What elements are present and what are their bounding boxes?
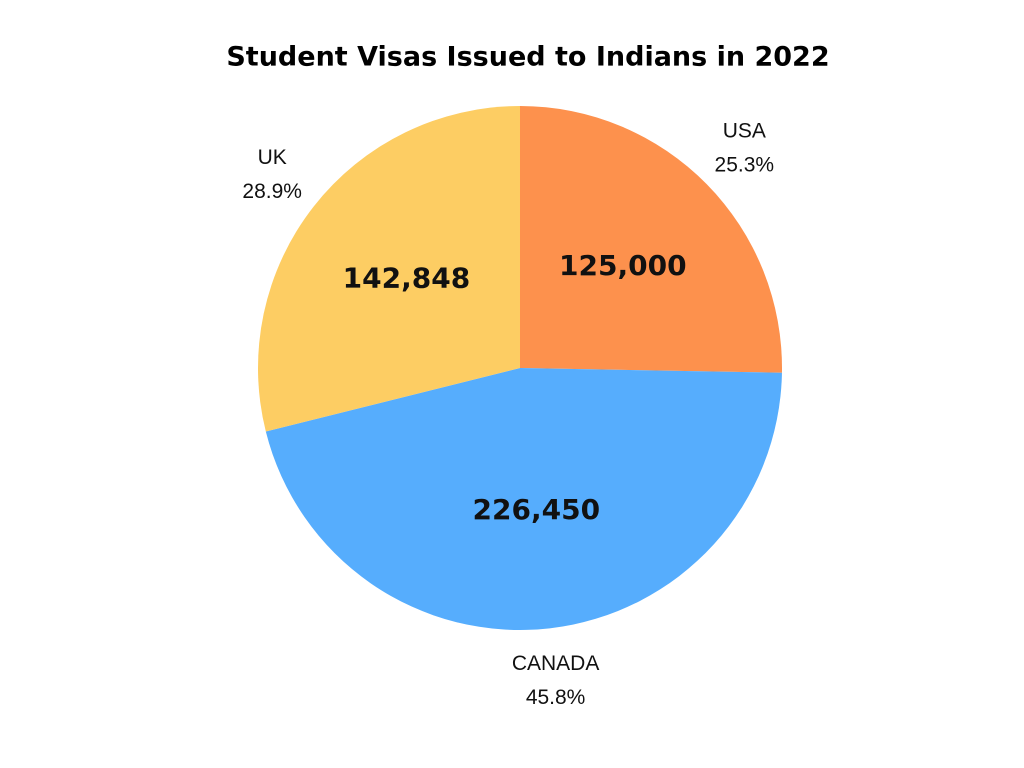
pie-slice (265, 368, 782, 630)
value-label: 226,450 (473, 493, 601, 526)
chart-title: Student Visas Issued to Indians in 2022 (226, 42, 829, 73)
value-label: 142,848 (343, 261, 471, 294)
percent-label: 25.3% (715, 153, 775, 176)
percent-label: 28.9% (242, 180, 302, 203)
category-label: USA (723, 119, 766, 142)
category-label: CANADA (512, 652, 600, 675)
pie-slice (520, 106, 782, 373)
value-label: 125,000 (559, 249, 687, 282)
percent-label: 45.8% (526, 686, 586, 709)
pie-slice (258, 106, 520, 432)
category-label: UK (258, 146, 287, 169)
